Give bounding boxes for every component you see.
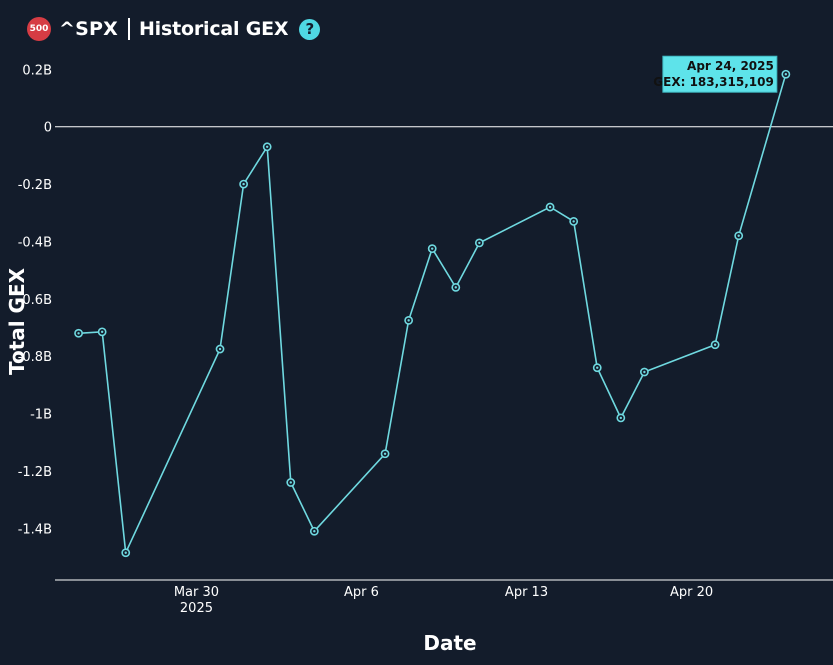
data-point-dot	[784, 73, 788, 76]
data-point-dot	[218, 347, 222, 351]
y-tick-label: 0.2B	[22, 63, 52, 78]
data-point-dot	[242, 182, 245, 186]
data-point-dot	[100, 330, 104, 334]
y-tick-label: -1.4B	[18, 522, 52, 537]
data-point-dot	[124, 551, 127, 554]
y-tick-label: -0.6B	[18, 293, 52, 308]
data-point-dot	[431, 247, 434, 250]
x-tick-label: Apr 20	[670, 585, 713, 600]
y-tick-label: -0.8B	[18, 350, 52, 365]
hover-tooltip: Apr 24, 2025 GEX: 183,315,109	[653, 55, 778, 93]
data-point-dot	[619, 416, 623, 420]
series-line	[78, 73, 787, 556]
y-tick-label: -0.4B	[18, 235, 52, 250]
tooltip-date: Apr 24, 2025	[687, 59, 774, 73]
data-point-dot	[643, 370, 646, 374]
help-icon[interactable]: ?	[299, 18, 321, 40]
data-point-dot	[572, 220, 575, 223]
y-tick-label: -1B	[30, 408, 52, 423]
x-tick-label: Mar 30	[174, 585, 219, 600]
data-point-dot	[713, 343, 717, 346]
data-point-dot	[383, 452, 387, 455]
data-point-dot	[737, 234, 740, 237]
ticker-symbol: ^SPX	[59, 18, 118, 40]
y-axis-label: Total GEX	[5, 267, 29, 375]
data-point-dot	[596, 366, 599, 369]
series-points	[74, 69, 791, 558]
tooltip-value: GEX: 183,315,109	[653, 75, 774, 89]
x-axis-label: Date	[423, 631, 476, 655]
sp500-badge-icon: 500	[27, 17, 51, 41]
tooltip-box	[662, 55, 778, 93]
title-divider	[127, 18, 130, 40]
x-tick-label: Apr 6	[344, 585, 379, 600]
y-tick-label: -1.2B	[18, 465, 52, 480]
x-tick-label: Apr 13	[505, 585, 548, 600]
data-point-dot	[548, 205, 552, 209]
y-tick-label: -0.2B	[18, 178, 52, 193]
chart-header: 500 ^SPX Historical GEX ?	[27, 14, 321, 44]
y-axis-ticks: 0.2B 0 -0.2B -0.4B -0.6B -0.8B -1B -1.2B -1.4B	[18, 63, 52, 537]
y-tick-label: 0	[44, 121, 52, 136]
data-point-dot	[265, 145, 269, 149]
chart-title: Historical GEX	[138, 18, 289, 40]
data-point-dot	[478, 241, 481, 245]
x-tick-sublabel: 2025	[180, 601, 213, 616]
data-point-dot	[77, 332, 80, 335]
data-point-dot	[313, 530, 316, 533]
data-point-dot	[407, 319, 410, 322]
data-point-dot	[454, 286, 457, 289]
data-point-dot	[289, 481, 292, 484]
